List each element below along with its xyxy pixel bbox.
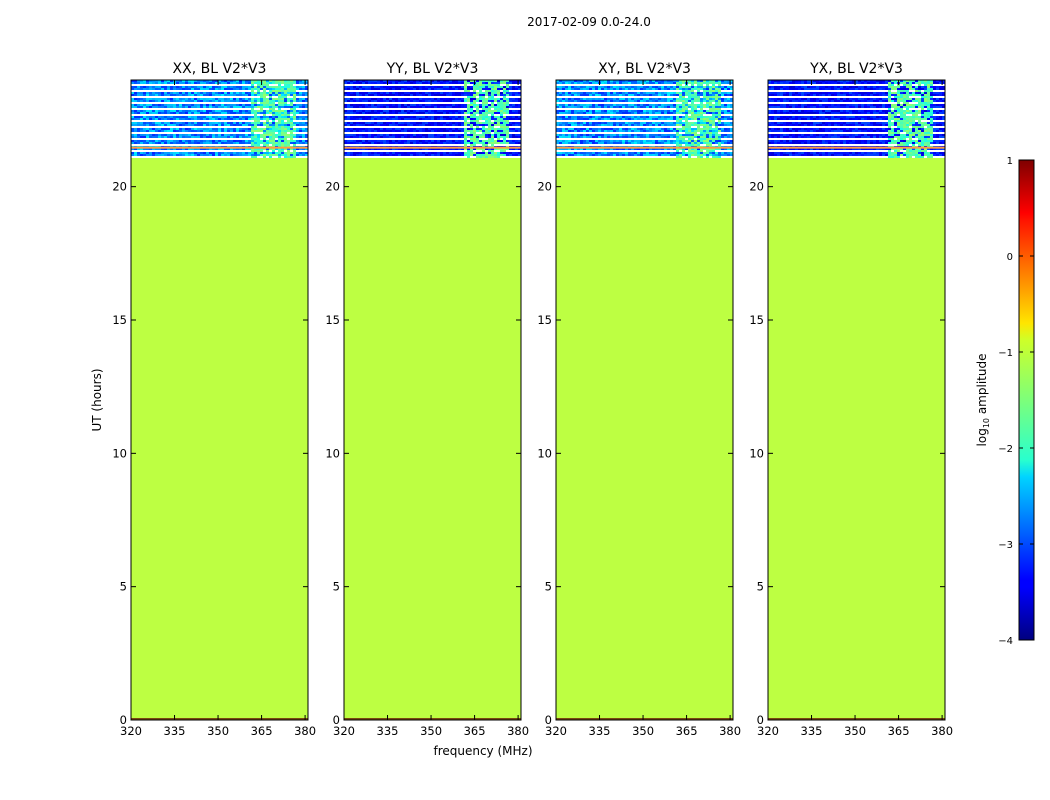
panel-title: YY, BL V2*V3 — [386, 61, 479, 77]
panel-bottom-strip — [556, 718, 733, 720]
x-tick-label: 335 — [164, 724, 186, 738]
colorbar-tick-label: −3 — [998, 540, 1013, 551]
panel-4: YX, BL V2*V3 0 5 10 15 20 320 335 350 365 380 — [749, 61, 953, 738]
panel-flagged-fill — [556, 80, 733, 720]
y-tick-label: 20 — [749, 180, 764, 194]
y-tick-label: 0 — [757, 713, 764, 727]
panel-spectrogram-noise — [131, 80, 308, 158]
colorbar: 10−1−2−3−4 log10 amplitude — [975, 156, 1035, 647]
y-tick-label: 20 — [112, 180, 127, 194]
y-tick-label: 10 — [537, 446, 552, 460]
panel-spectrogram-noise — [344, 80, 521, 158]
x-tick-label: 320 — [120, 724, 142, 738]
x-tick-label: 350 — [632, 724, 654, 738]
x-tick-label: 335 — [801, 724, 823, 738]
y-tick-label: 20 — [537, 180, 552, 194]
panel-bottom-strip — [344, 718, 521, 720]
x-tick-label: 380 — [294, 724, 316, 738]
colorbar-label: log10 amplitude — [975, 354, 991, 447]
y-tick-label: 10 — [749, 446, 764, 460]
panel-3: XY, BL V2*V3 0 5 10 15 20 320 335 350 365 380 — [537, 61, 741, 738]
colorbar-tick-label: 1 — [1007, 156, 1013, 167]
panel-flagged-fill — [131, 80, 308, 720]
panel-title: XY, BL V2*V3 — [598, 61, 691, 77]
colorbar-label-tail: amplitude — [975, 354, 989, 418]
colorbar-gradient — [1019, 160, 1034, 640]
panel-spectrogram-noise — [556, 80, 733, 158]
panel-bottom-strip — [768, 718, 945, 720]
x-tick-label: 350 — [844, 724, 866, 738]
x-tick-label: 350 — [420, 724, 442, 738]
panel-rfi-line — [344, 146, 521, 149]
panel-title: YX, BL V2*V3 — [809, 61, 903, 77]
colorbar-tick-label: −4 — [998, 636, 1013, 647]
panel-2: YY, BL V2*V3 0 5 10 15 20 320 335 350 365 380 — [325, 61, 529, 738]
colorbar-tick-label: −1 — [998, 348, 1013, 359]
y-tick-label: 15 — [749, 313, 764, 327]
x-tick-label: 365 — [464, 724, 486, 738]
y-tick-label: 10 — [112, 446, 127, 460]
panel-rfi-line — [768, 146, 945, 149]
panel-frame — [130, 79, 309, 721]
panel-flagged-fill — [768, 80, 945, 720]
x-tick-label: 335 — [589, 724, 611, 738]
y-tick-label: 5 — [545, 580, 552, 594]
y-tick-label: 0 — [120, 713, 127, 727]
x-tick-label: 365 — [888, 724, 910, 738]
colorbar-ticks: 1 0 −1 −2 −3 −4 — [998, 156, 1034, 647]
panel-rfi-line — [556, 146, 733, 149]
y-tick-label: 5 — [333, 580, 340, 594]
y-tick-label: 0 — [333, 713, 340, 727]
panel-spectrogram-noise — [768, 80, 945, 158]
colorbar-tick-label: −2 — [998, 444, 1013, 455]
panel-frame — [555, 79, 734, 721]
y-tick-label: 5 — [757, 580, 764, 594]
panel-rfi-line — [131, 146, 308, 149]
panel-frame — [767, 79, 946, 721]
x-tick-label: 320 — [757, 724, 779, 738]
y-axis-label: UT (hours) — [90, 368, 104, 431]
colorbar-frame — [1018, 159, 1035, 641]
panel-title: XX, BL V2*V3 — [173, 61, 267, 77]
y-tick-label: 0 — [545, 713, 552, 727]
y-tick-label: 15 — [325, 313, 340, 327]
x-tick-label: 335 — [377, 724, 399, 738]
panel-frame — [343, 79, 522, 721]
y-tick-label: 10 — [325, 446, 340, 460]
colorbar-tick-label: 0 — [1007, 252, 1013, 263]
panel-flagged-fill — [344, 80, 521, 720]
x-axis-label: frequency (MHz) — [433, 744, 532, 758]
x-tick-label: 380 — [719, 724, 741, 738]
panel-1: XX, BL V2*V3 0 5 10 15 20 320 335 350 365 380 — [112, 61, 316, 738]
x-tick-label: 320 — [333, 724, 355, 738]
y-tick-label: 15 — [112, 313, 127, 327]
colorbar-label-sub: 10 — [982, 418, 991, 428]
x-tick-label: 320 — [545, 724, 567, 738]
x-tick-label: 365 — [251, 724, 273, 738]
panel-bottom-strip — [131, 718, 308, 720]
colorbar-label-main: log — [975, 428, 989, 446]
y-tick-label: 15 — [537, 313, 552, 327]
figure-suptitle: 2017-02-09 0.0-24.0 — [527, 15, 651, 29]
x-tick-label: 350 — [207, 724, 229, 738]
y-tick-label: 5 — [120, 580, 127, 594]
x-tick-label: 365 — [676, 724, 698, 738]
y-tick-label: 20 — [325, 180, 340, 194]
x-tick-label: 380 — [507, 724, 529, 738]
x-tick-label: 380 — [931, 724, 953, 738]
